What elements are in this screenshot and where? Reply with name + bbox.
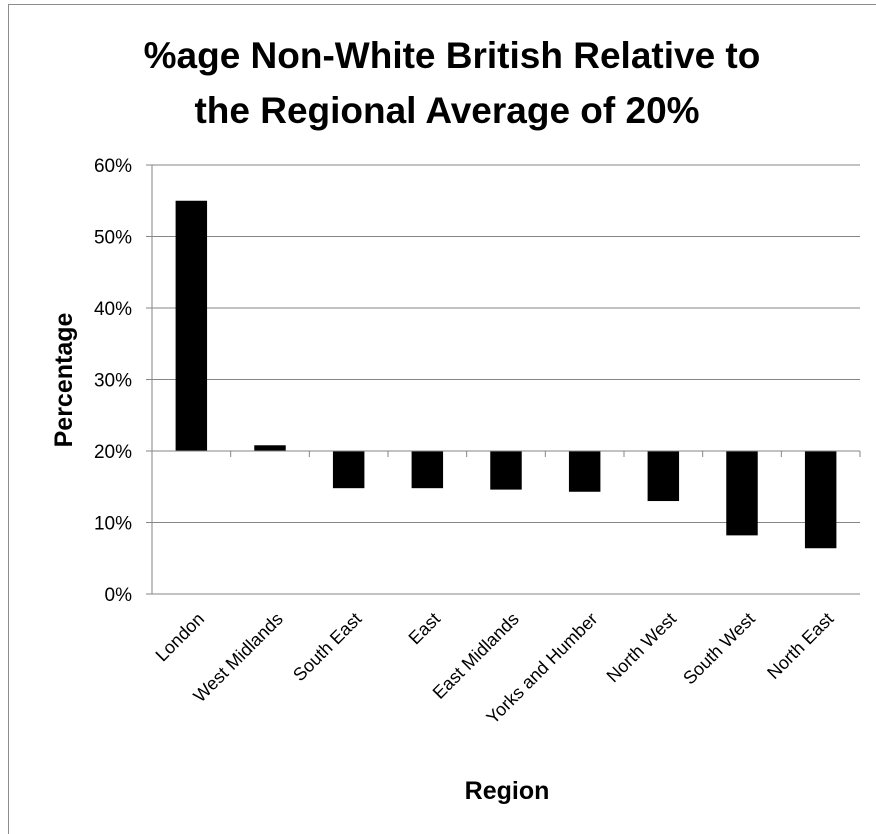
bar [804,451,837,549]
bar [411,451,444,489]
bar [490,451,522,490]
y-tick-label: 20% [94,442,132,463]
y-tick-label: 50% [94,228,132,249]
x-axis-title: Region [465,777,550,805]
y-tick-label: 0% [105,585,133,606]
bar [726,451,758,536]
y-tick-label: 10% [94,514,132,535]
chart-title-line-2: the Regional Average of 20% [194,90,699,131]
x-tick-label: North East [763,609,837,683]
y-tick-label: 30% [94,371,132,392]
bar [175,200,208,451]
chart-title-line-1: %age Non-White British Relative to [144,35,761,76]
y-tick-label: 40% [94,299,132,320]
y-axis-title: Percentage [50,313,78,448]
bar [332,451,365,489]
x-tick-label: South East [289,609,365,685]
bar [647,451,680,502]
x-tick-label: South West [679,609,759,689]
x-tick-label: East [405,609,445,649]
y-tick-labels: 0% 10% 20% 30% 40% 50% 60% [94,156,132,606]
bar [568,451,601,492]
bars [175,200,837,549]
chart-frame [8,4,876,834]
x-tick-label: London [152,609,209,666]
x-tick-label: North West [603,609,681,687]
bar [254,445,286,451]
y-tick-label: 60% [94,156,132,177]
axes [146,165,861,594]
